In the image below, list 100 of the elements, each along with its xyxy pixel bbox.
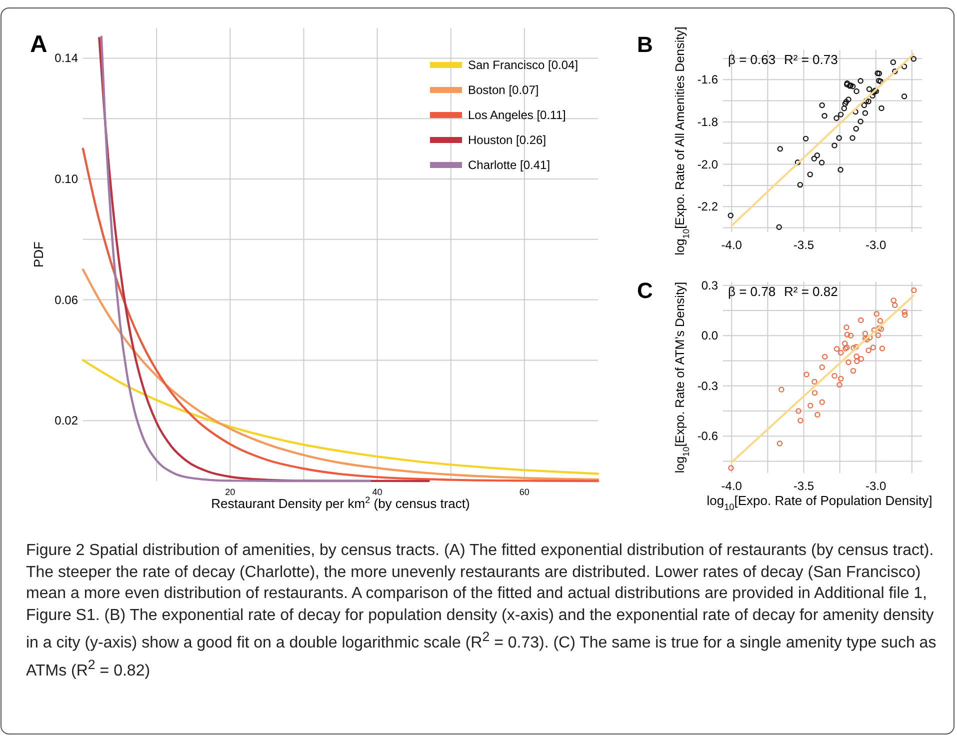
legend-label: Los Angeles [0.11] [468,108,566,122]
point [866,86,872,92]
point [871,327,877,333]
point [853,126,859,132]
line-series [100,36,372,482]
point [822,354,828,360]
y-tick-label: 0.06 [54,292,78,307]
point [846,96,852,102]
point [901,64,908,70]
point [854,88,860,94]
point [890,59,896,66]
point [776,440,783,446]
point [814,412,820,418]
point [858,317,864,324]
y-tick-label: -2.2 [697,200,718,214]
line-series [98,36,430,482]
point [844,324,850,330]
annotation: β = 0.63 [728,52,776,67]
point [862,330,868,336]
point [862,110,868,116]
point [819,102,825,108]
point [841,106,847,112]
point [832,372,838,379]
y-tick-label: -0.3 [697,378,718,393]
point [876,70,882,76]
chart-title: B [637,32,653,57]
point [814,152,820,158]
x-tick-label: -3.5 [793,479,814,493]
y-tick-label: 0.3 [701,278,718,292]
annotation: β = 0.78 [728,284,776,299]
point [866,348,872,354]
point [834,115,840,121]
point [804,372,810,378]
chart-title: A [30,31,48,58]
point [798,418,804,424]
point [858,78,864,84]
point [858,356,864,362]
x-axis-title: log$_{10}$[Expo. Rate of Population Density] [706,493,932,512]
point [858,118,864,124]
x-tick-label: 20 [225,487,236,497]
x-tick-label: 40 [372,487,382,497]
point [808,402,814,408]
point [854,358,860,364]
point [794,160,801,166]
point [728,212,734,218]
point [728,465,734,471]
point [878,326,884,332]
x-axis-title: Restaurant Density per km$^{2}$ (by census tract) [211,495,470,511]
point [842,340,848,346]
point [777,146,783,152]
point [819,399,825,405]
point [892,68,898,74]
y-tick-label: 0.10 [54,172,78,186]
point [844,332,850,338]
point [861,102,868,108]
point [838,350,844,356]
x-tick-label: -3.5 [793,238,814,252]
point [812,378,818,385]
point [850,344,856,351]
point [850,84,856,90]
point [836,135,842,141]
point [807,172,813,178]
point [811,156,817,162]
point [870,344,876,350]
point [854,354,860,360]
x-tick-label: -3.0 [866,238,887,252]
point [850,135,856,141]
point [892,302,898,308]
point [878,105,884,112]
point [876,325,882,331]
line-series [82,359,600,475]
point [911,287,917,294]
legend-label: San Francisco [0.04] [468,58,578,72]
line-series [82,268,600,481]
legend-label: Houston [0.26] [468,133,546,147]
point [838,112,844,118]
point [796,408,802,414]
y-axis-title: PDF [31,241,46,268]
point [852,108,858,115]
point [843,99,849,105]
point [879,346,886,352]
legend-label: Charlotte [0.41] [468,158,550,172]
x-tick-label: -3.0 [866,479,887,493]
y-tick-label: -2.0 [697,157,718,172]
point [890,298,896,304]
point [902,312,908,318]
annotation: R² = 0.82 [784,284,838,299]
point [818,160,825,166]
point [877,318,884,324]
point [846,359,852,366]
legend-label: Boston [0.07] [468,83,539,97]
point [850,368,856,374]
point [874,310,880,317]
point [778,386,784,392]
point [874,70,880,76]
point [910,56,916,62]
point [812,390,818,396]
point [819,364,825,370]
point [834,346,840,352]
point [838,376,844,382]
